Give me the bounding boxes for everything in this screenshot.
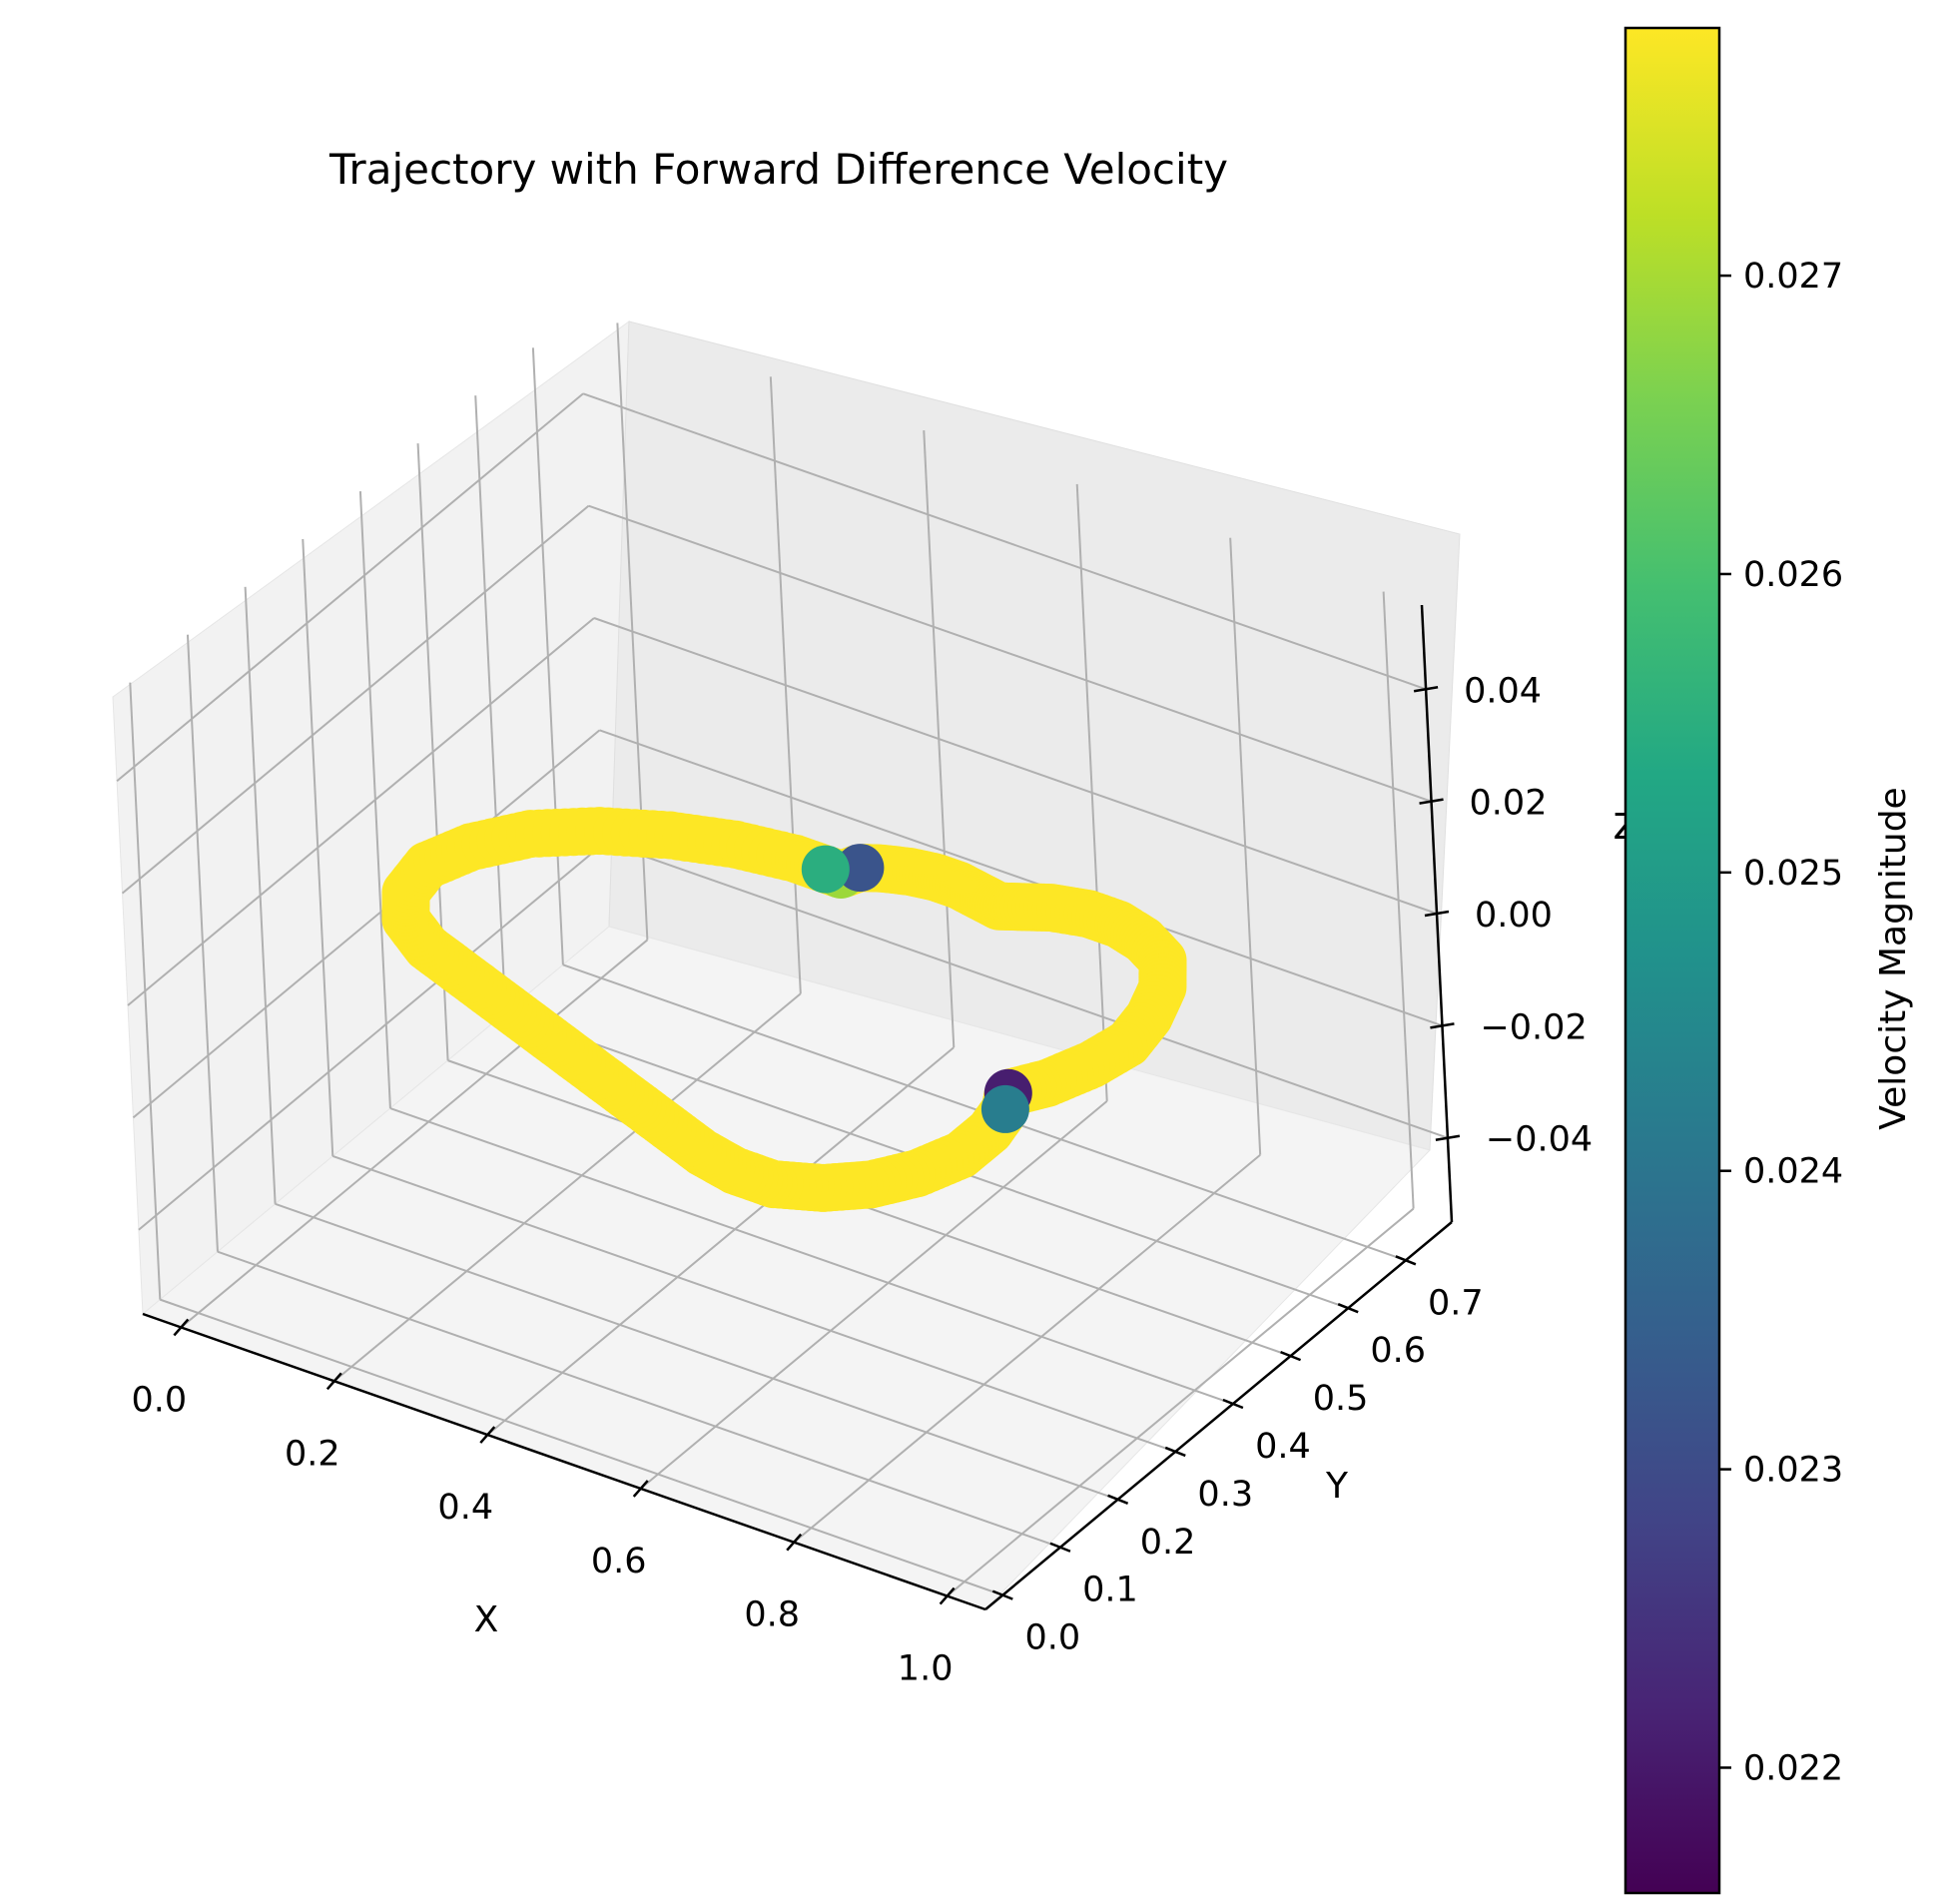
grid-line-y-floor: [217, 1250, 1061, 1549]
grid-line-x-floor: [486, 1046, 955, 1436]
grid-line-x-floor: [793, 1153, 1261, 1544]
grid-line-z-side: [116, 392, 584, 783]
z-tick-mark: [1424, 910, 1450, 918]
grid-line-z-side: [138, 841, 606, 1231]
x-tick-mark: [786, 1533, 803, 1552]
grid-line-y-floor: [275, 1202, 1118, 1501]
chart-title: Trajectory with Forward Difference Veloc…: [328, 145, 1228, 194]
axes-grid: [116, 322, 1449, 1597]
x-tick-label: 0.6: [591, 1542, 647, 1582]
y-tick-label: 0.0: [1024, 1618, 1080, 1658]
x-tick-mark: [479, 1426, 496, 1444]
colorbar-tick-label: 0.027: [1743, 257, 1843, 297]
grid-line-z-back: [599, 729, 1443, 1027]
y-tick-mark: [1280, 1350, 1302, 1362]
colorbar-tick-label: 0.024: [1743, 1152, 1843, 1192]
y-tick-label: 0.3: [1197, 1475, 1253, 1515]
y-tick-mark: [1164, 1446, 1186, 1458]
z-tick-label: −0.04: [1486, 1120, 1593, 1160]
colorbar: 0.022 0.023 0.024 0.025 0.026 0.027 Velocity …: [1623, 26, 1914, 1895]
z-tick-label: −0.02: [1480, 1007, 1587, 1047]
x-axis-label: X: [474, 1599, 499, 1640]
x-tick-label: 0.8: [744, 1595, 800, 1635]
grid-line-z-back: [604, 841, 1449, 1139]
z-tick-mark: [1413, 686, 1439, 693]
colorbar-tick-label: 0.022: [1743, 1748, 1843, 1788]
y-tick-label: 0.7: [1428, 1283, 1484, 1323]
grid-line-y-floor: [331, 1154, 1176, 1453]
colorbar-tick-label: 0.025: [1743, 854, 1843, 894]
grid-line-z-side: [127, 617, 595, 1006]
colorbar-ticks: 0.022 0.023 0.024 0.025 0.026 0.027: [1719, 257, 1843, 1788]
x-tick-mark: [325, 1372, 342, 1391]
z-tick-mark: [1419, 798, 1444, 805]
z-tick-label: 0.02: [1470, 784, 1548, 824]
trajectory-point: [801, 845, 850, 894]
trajectory-points: [381, 807, 1187, 1212]
y-tick-label: 0.2: [1140, 1523, 1196, 1563]
y-axis-line: [984, 1221, 1453, 1610]
y-tick-mark: [991, 1589, 1013, 1600]
grid-line-x-floor: [333, 992, 802, 1383]
z-tick-label: 0.04: [1464, 671, 1542, 711]
y-tick-mark: [1107, 1494, 1129, 1505]
y-tick-mark: [1222, 1398, 1244, 1410]
colorbar-label: Velocity Magnitude: [1873, 787, 1914, 1129]
grid-line-z-back: [593, 617, 1438, 915]
colorbar-tick-label: 0.026: [1743, 555, 1843, 595]
colorbar-gradient: [1623, 26, 1721, 1895]
x-tick-mark: [632, 1480, 649, 1498]
grid-line-z-side: [132, 729, 601, 1119]
x-tick-label: 0.2: [285, 1434, 340, 1474]
y-tick-label: 0.6: [1370, 1331, 1426, 1371]
y-tick-label: 0.1: [1082, 1571, 1138, 1610]
grid-line-z-side: [121, 504, 590, 895]
x-tick-label: 1.0: [898, 1649, 954, 1689]
grid-line-x-floor: [946, 1207, 1415, 1597]
x-tick-mark: [939, 1587, 956, 1605]
x-tick-mark: [173, 1318, 190, 1337]
x-axis-line: [142, 1312, 986, 1611]
y-tick-label: 0.5: [1313, 1379, 1369, 1419]
grid-line-y-floor: [159, 1298, 1003, 1596]
y-tick-mark: [1395, 1255, 1417, 1266]
x-tick-label: 0.4: [437, 1488, 493, 1528]
grid-line-z-back: [588, 504, 1432, 803]
trajectory-point: [980, 1084, 1029, 1133]
grid-line-z-back: [582, 392, 1427, 691]
trajectory-point: [836, 844, 885, 893]
y-tick-mark: [1337, 1303, 1359, 1314]
y-tick-mark: [1049, 1542, 1071, 1553]
axes-panes: [112, 319, 1461, 1610]
y-tick-label: 0.4: [1255, 1427, 1311, 1467]
colorbar-tick-label: 0.023: [1743, 1451, 1843, 1491]
y-axis-label: Y: [1325, 1466, 1349, 1507]
z-tick-mark: [1435, 1134, 1461, 1141]
grid-line-x-floor: [180, 939, 649, 1329]
z-tick-mark: [1430, 1022, 1455, 1029]
x-tick-label: 0.0: [132, 1380, 188, 1420]
grid-line-x-floor: [640, 1100, 1108, 1490]
axes-ticks: 0.00.20.40.60.81.00.00.10.20.30.40.50.60…: [132, 671, 1594, 1688]
z-tick-label: 0.00: [1475, 896, 1553, 936]
grid-line-y-floor: [389, 1107, 1234, 1405]
